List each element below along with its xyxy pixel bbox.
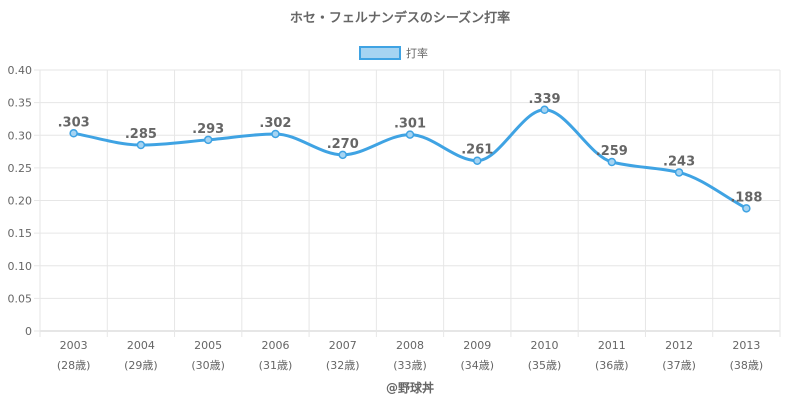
x-tick-label: 2003 bbox=[60, 339, 88, 352]
x-tick-sublabel: (34歳) bbox=[460, 359, 494, 372]
y-tick-label: 0.40 bbox=[8, 64, 33, 77]
legend[interactable]: 打率 bbox=[359, 46, 428, 60]
data-label: .259 bbox=[596, 144, 628, 159]
x-tick-sublabel: (36歳) bbox=[595, 359, 629, 372]
x-tick-sublabel: (29歳) bbox=[124, 359, 158, 372]
data-point[interactable] bbox=[473, 156, 482, 165]
y-tick-label: 0 bbox=[25, 325, 32, 338]
x-tick-sublabel: (31歳) bbox=[259, 359, 293, 372]
x-tick-label: 2005 bbox=[194, 339, 222, 352]
data-label: .243 bbox=[663, 154, 695, 169]
x-tick-label: 2013 bbox=[732, 339, 760, 352]
data-point[interactable] bbox=[674, 168, 684, 177]
chart-title: ホセ・フェルナンデスのシーズン打率 bbox=[290, 10, 510, 26]
data-point[interactable] bbox=[271, 129, 280, 139]
x-tick-label: 2009 bbox=[463, 339, 491, 352]
y-tick-label: 0.10 bbox=[8, 260, 33, 273]
data-label: .303 bbox=[58, 115, 90, 130]
data-point[interactable] bbox=[540, 105, 549, 115]
x-tick-label: 2007 bbox=[329, 339, 357, 352]
x-tick-sublabel: (37歳) bbox=[662, 359, 696, 372]
data-point[interactable] bbox=[607, 157, 617, 167]
data-label: .270 bbox=[327, 137, 359, 152]
data-point[interactable] bbox=[338, 150, 347, 160]
data-labels: .303 .285 .293 .302 .270 .301 .261 .339 .259 .243… bbox=[58, 92, 763, 206]
data-label: .188 bbox=[730, 190, 762, 205]
data-point[interactable] bbox=[69, 129, 78, 138]
x-tick-label: 2012 bbox=[665, 339, 693, 352]
data-label: .285 bbox=[125, 127, 157, 142]
x-tick-label: 2004 bbox=[127, 339, 155, 352]
legend-swatch[interactable] bbox=[359, 46, 401, 60]
x-tick-label: 2011 bbox=[598, 339, 626, 352]
data-label: .293 bbox=[192, 122, 224, 137]
x-tick-label: 2006 bbox=[261, 339, 289, 352]
x-tick-sublabel: (32歳) bbox=[326, 359, 360, 372]
y-tick-label: 0.15 bbox=[8, 227, 33, 240]
y-tick-label: 0.20 bbox=[8, 195, 33, 208]
x-tick-sublabel: (28歳) bbox=[57, 359, 91, 372]
data-point[interactable] bbox=[203, 135, 213, 145]
data-label: .339 bbox=[529, 92, 561, 107]
data-point[interactable] bbox=[405, 130, 415, 139]
x-tick-label: 2008 bbox=[396, 339, 424, 352]
y-tick-label: 0.30 bbox=[8, 129, 33, 142]
x-tick-sublabel: (30歳) bbox=[191, 359, 225, 372]
y-tick-label: 0.25 bbox=[8, 162, 33, 175]
data-point[interactable] bbox=[136, 140, 146, 150]
y-tick-label: 0.35 bbox=[8, 97, 33, 110]
x-tick-sublabel: (35歳) bbox=[528, 359, 562, 372]
x-tick-sublabel: (38歳) bbox=[730, 359, 764, 372]
credit-text: @野球丼 bbox=[386, 380, 434, 395]
data-label: .261 bbox=[461, 143, 493, 158]
data-point[interactable] bbox=[742, 204, 751, 213]
grid bbox=[34, 69, 781, 337]
data-label: .302 bbox=[259, 116, 291, 131]
legend-label[interactable]: 打率 bbox=[406, 46, 428, 60]
x-tick-label: 2010 bbox=[531, 339, 559, 352]
axes: 0 0.05 0.10 0.15 0.20 0.25 0.30 0.35 0.40 2003 (28… bbox=[8, 64, 764, 372]
x-tick-sublabel: (33歳) bbox=[393, 359, 427, 372]
y-tick-label: 0.05 bbox=[8, 292, 33, 305]
data-label: .301 bbox=[394, 117, 426, 132]
series bbox=[69, 105, 751, 213]
